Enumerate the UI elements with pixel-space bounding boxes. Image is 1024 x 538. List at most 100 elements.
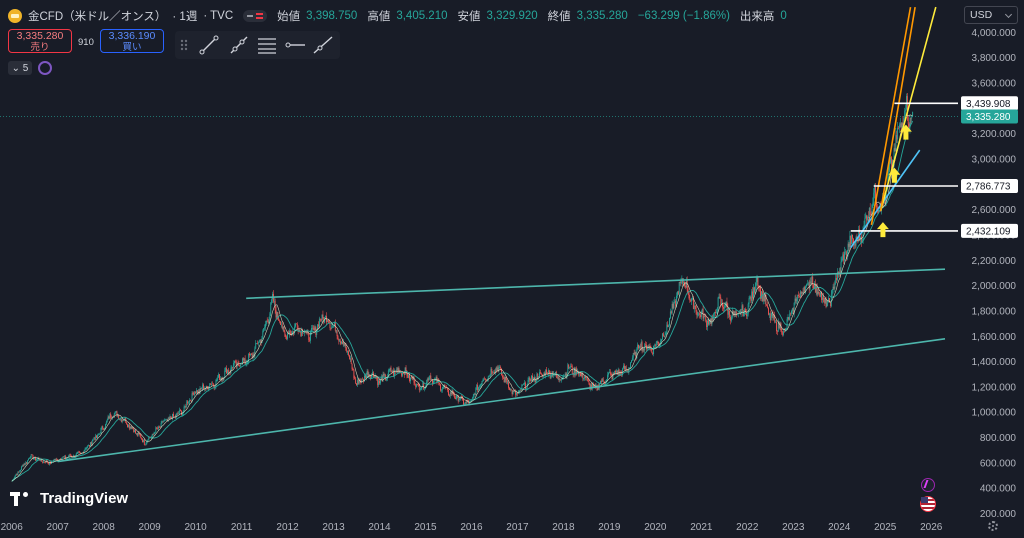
candle-body [271,299,273,303]
candle-body [653,345,655,355]
candle-body [388,370,390,371]
candle-body [486,379,488,381]
candle-body [484,378,486,380]
level-price-tag [961,179,1018,194]
lightning-icon[interactable] [921,478,935,492]
candle-body [339,341,341,342]
time-tick-label: 2018 [552,522,575,533]
candle-body [440,390,442,391]
indicator-settings-icon[interactable] [38,61,52,75]
candle-body [738,311,740,314]
candle-body [631,360,632,363]
candle-body [671,303,673,314]
gear-icon[interactable] [988,521,998,531]
buy-button[interactable]: 3,336.190 買い [100,29,164,53]
candle-body [724,305,726,308]
candle-body [805,286,807,292]
candle-body [162,421,164,423]
candle-body [466,400,468,403]
candle-body [550,376,552,378]
up-arrow-icon[interactable] [899,124,912,140]
candle-body [210,383,212,385]
price-axis[interactable]: 200.000 400.000 600.000 800.000 1,000.000 1,2… [958,26,1024,520]
symbol-name[interactable]: 金CFD（米ドル／オンス） [28,11,167,23]
candle-body [44,462,46,463]
candle-body [883,201,885,203]
fan-line[interactable] [879,6,916,212]
visibility-toggle-icon[interactable] [243,10,268,22]
time-axis[interactable]: 2006 2007 2008 2009 2010 2011 2012 2013 2014 2015… [0,515,958,538]
candle-body [818,291,820,294]
price-tick-label: 600.000 [980,458,1017,469]
candle-body [91,441,93,445]
fan-line[interactable] [879,6,937,212]
candle-body [322,314,324,319]
candle-body [524,382,526,390]
candle-body [226,369,228,374]
up-arrow-icon[interactable] [876,222,889,238]
interval-label[interactable]: · 1週 [172,11,198,23]
candle-body [28,458,30,459]
candle-body [447,387,449,390]
candle-body [716,308,718,313]
up-arrow-icon[interactable] [888,167,901,183]
candle-body [655,342,657,346]
candle-body [912,111,914,117]
ray-tool-icon[interactable] [227,34,251,56]
candle-body [628,369,630,373]
candle-body [636,349,638,359]
plot-area[interactable] [0,6,958,482]
trendline-tool-icon[interactable] [197,34,221,56]
candle-body [237,362,239,364]
candle-body [708,322,710,325]
drag-handle-icon[interactable] [177,34,191,56]
candle-body [77,451,79,453]
moving-average-slow [11,120,914,482]
candle-body [731,310,733,318]
candle-body [104,428,105,430]
candle-body [70,455,72,457]
candle-body [836,278,838,280]
candle-body [502,377,504,378]
candle-body [395,369,397,372]
candle-body [514,391,516,392]
candle-body [891,160,893,169]
candle-body [738,313,739,314]
candle-body [312,327,314,329]
trendline[interactable] [246,268,946,300]
candle-body [196,390,197,393]
candle-body [328,322,330,323]
extended-line-icon[interactable] [311,34,335,56]
candle-body [801,291,803,294]
candle-body [529,377,531,381]
candle-body [759,287,761,288]
candles [12,93,914,482]
horizontal-ray-icon[interactable] [283,34,307,56]
sell-button[interactable]: 3,335.280 売り [8,29,72,53]
candle-body [474,393,476,395]
candle-body [249,353,250,356]
candle-body [265,320,267,324]
currency-select[interactable]: USD [964,6,1018,24]
candle-body [867,216,868,221]
candle-body [857,238,859,241]
fan-line[interactable] [870,6,912,225]
candle-body [356,383,357,386]
candle-body [503,377,505,383]
candle-body [224,370,226,378]
candle-body [715,312,717,314]
candle-body [819,293,821,297]
trendline[interactable] [57,337,946,463]
candle-body [837,272,838,280]
fib-tool-icon[interactable] [255,34,279,56]
candle-body [94,438,96,440]
candle-body [134,430,136,432]
us-flag-icon[interactable] [920,496,936,512]
price-tick-label: 3,600.000 [972,79,1017,90]
candle-body [835,278,837,284]
candle-body [350,358,352,364]
close-label: 終値 [547,11,571,23]
candle-body [782,333,784,335]
indicator-collapse-button[interactable]: ⌄ 5 [8,61,32,75]
